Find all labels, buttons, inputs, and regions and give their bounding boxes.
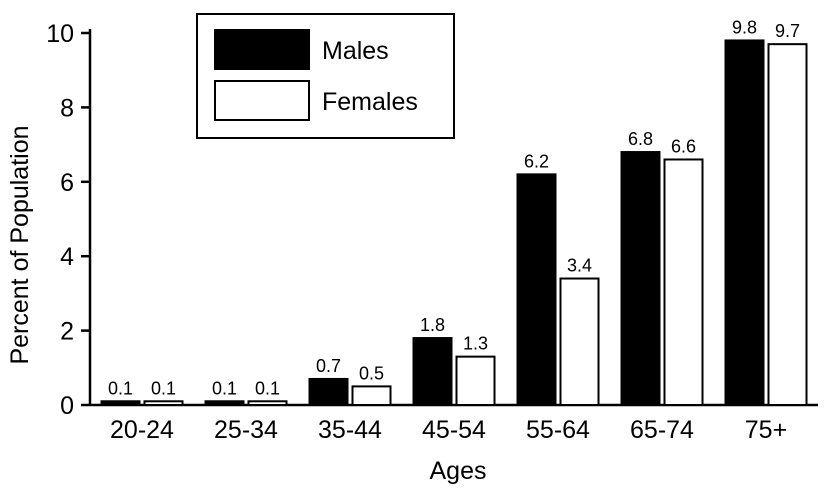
bar-females-75+ <box>767 43 808 406</box>
bar-males-55-64 <box>516 173 557 406</box>
x-axis: 20-24 25-34 35-44 45-54 55-64 65-74 75+ <box>90 403 818 444</box>
bars <box>100 39 808 407</box>
x-tick-label: 55-64 <box>526 416 590 444</box>
bar-males-25-34 <box>204 400 245 406</box>
x-tick-label: 25-34 <box>214 416 278 444</box>
bar-males-20-24 <box>100 400 141 406</box>
data-label: 0.1 <box>108 378 133 398</box>
y-tick-label: 8 <box>60 94 74 122</box>
x-tick-label: 35-44 <box>318 416 382 444</box>
x-tick-label: 20-24 <box>110 416 174 444</box>
data-label: 1.8 <box>420 315 445 335</box>
data-labels: 0.1 0.1 0.1 0.1 0.7 0.5 1.8 1.3 6.2 3.4 6.8 6.6 9.8 9… <box>108 17 800 398</box>
bar-females-45-54 <box>455 355 496 407</box>
y-tick-label: 4 <box>60 243 74 271</box>
data-label: 9.7 <box>775 21 800 41</box>
data-label: 0.1 <box>255 378 280 398</box>
y-axis-title: Percent of Population <box>6 125 34 364</box>
x-tick-label: 75+ <box>745 416 787 444</box>
data-label: 0.7 <box>316 356 341 376</box>
x-tick-label: 45-54 <box>422 416 486 444</box>
data-label: 6.2 <box>524 151 549 171</box>
data-label: 1.3 <box>463 334 488 354</box>
data-label: 6.6 <box>671 136 696 156</box>
y-tick-label: 10 <box>46 20 74 48</box>
bar-males-65-74 <box>620 151 661 406</box>
bar-females-20-24 <box>143 400 184 406</box>
legend-label-females: Females <box>322 88 418 116</box>
bar-females-55-64 <box>559 277 600 406</box>
legend-label-males: Males <box>322 37 389 65</box>
bar-males-35-44 <box>308 377 349 406</box>
bar-females-65-74 <box>663 158 704 406</box>
bar-females-35-44 <box>351 385 392 406</box>
data-label: 0.1 <box>151 378 176 398</box>
x-axis-title: Ages <box>430 457 487 485</box>
legend-swatch-females <box>214 80 310 121</box>
bar-females-25-34 <box>247 400 288 406</box>
x-tick-label: 65-74 <box>630 416 694 444</box>
data-label: 0.5 <box>359 363 384 383</box>
data-label: 9.8 <box>732 17 757 37</box>
bar-males-75+ <box>724 39 765 406</box>
y-tick-label: 6 <box>60 169 74 197</box>
y-tick-label: 0 <box>60 392 74 420</box>
legend: Males Females <box>196 13 455 139</box>
data-label: 0.1 <box>212 378 237 398</box>
y-axis: 0 2 4 6 8 10 <box>46 20 92 420</box>
y-tick-label: 2 <box>60 318 74 346</box>
data-label: 6.8 <box>628 129 653 149</box>
data-label: 3.4 <box>567 256 592 276</box>
bar-males-45-54 <box>412 337 453 407</box>
legend-swatch-males <box>214 29 310 70</box>
